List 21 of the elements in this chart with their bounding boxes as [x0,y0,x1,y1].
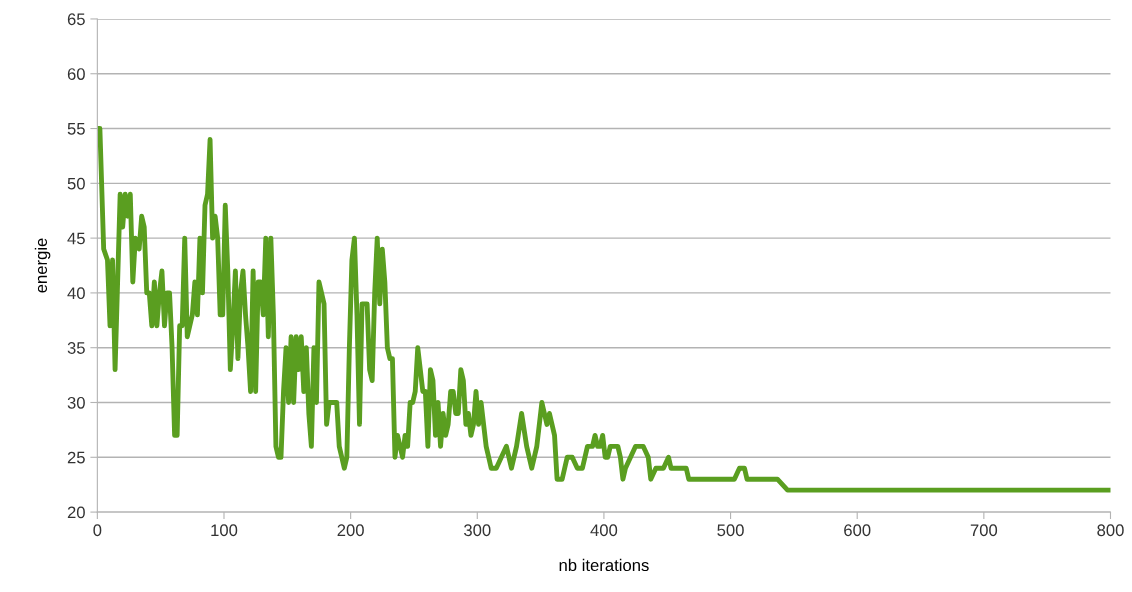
y-tick-label: 45 [67,232,85,245]
x-tick-label: 200 [337,524,364,537]
y-tick-label: 40 [67,287,85,300]
x-tick-label: 800 [1097,524,1124,537]
y-tick-label: 25 [67,451,85,464]
y-tick-label: 30 [67,396,85,409]
y-axis-title: energie [34,238,51,293]
y-tick-label: 20 [67,506,85,519]
x-tick-label: 700 [970,524,998,537]
x-tick-label: 0 [93,524,102,537]
y-tick-label: 55 [67,123,85,135]
y-tick-label: 65 [67,13,85,26]
x-tick-label: 100 [211,524,238,537]
x-tick-label: 300 [464,524,491,537]
x-tick-label: 500 [717,524,744,537]
x-axis-title: nb iterations [559,558,649,572]
y-tick-label: 35 [67,342,85,354]
x-tick-label: 400 [590,524,618,537]
x-tick-label: 600 [844,524,871,537]
y-tick-label: 60 [67,68,85,80]
y-tick-label: 50 [67,177,85,190]
